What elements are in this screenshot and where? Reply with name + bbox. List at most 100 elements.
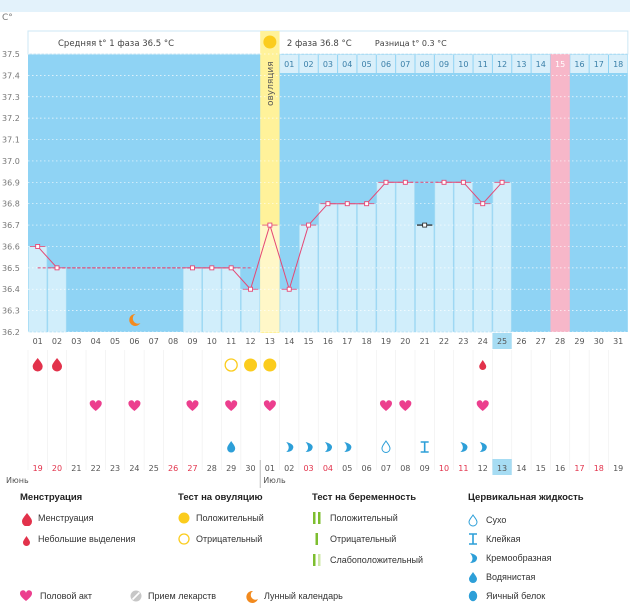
heart-icon [186, 400, 199, 411]
calendar-day-label: 12 [478, 464, 488, 473]
creamy-icon [324, 442, 333, 452]
calendar-day-label: 10 [439, 464, 449, 473]
ovulation-sun-icon [263, 35, 277, 49]
legend-egg-white-label: Яичный белок [486, 591, 546, 601]
cycle-day-label: 12 [245, 337, 255, 346]
temperature-bar [395, 182, 415, 333]
today-cell [492, 333, 512, 349]
pill-icon [130, 590, 142, 602]
cycle-day-label: 05 [110, 337, 120, 346]
calendar-day-label: 02 [284, 464, 294, 473]
legend-pregnancy-positive-label: Положительный [330, 513, 398, 523]
temperature-bar [434, 182, 454, 333]
dpo-label: 02 [303, 60, 313, 69]
y-tick-label: 37.0 [2, 157, 20, 166]
dpo-cell [589, 55, 608, 73]
egg-white-icon [468, 590, 478, 602]
legend-dry-label: Сухо [486, 515, 507, 525]
header-strip [27, 30, 629, 55]
calendar-day-label: 19 [33, 464, 43, 473]
creamy-icon [470, 553, 478, 563]
calendar-day-label: 06 [362, 464, 372, 473]
legend-watery-label: Водянистая [486, 572, 536, 582]
y-tick-label: 36.2 [2, 328, 20, 337]
temperature-point [460, 179, 466, 185]
cycle-day-label: 29 [574, 337, 584, 346]
dpo-cell [531, 55, 550, 73]
y-tick-label: 36.5 [2, 264, 20, 273]
creamy-icon [460, 442, 468, 452]
watery-icon [227, 441, 236, 453]
dpo-cell [570, 55, 589, 73]
temperature-line-segment [250, 224, 271, 290]
temperature-bar [453, 182, 473, 333]
cycle-day-label: 01 [33, 337, 43, 346]
month-label-june: Июнь [6, 476, 29, 485]
y-tick-label: 36.6 [2, 242, 20, 251]
temperature-point [267, 222, 273, 228]
legend-lunar-label: Лунный календарь [264, 591, 343, 601]
dpo-label: 17 [594, 60, 604, 69]
phase1-label: Средняя t° 1 фаза 36.5 °C [58, 39, 174, 49]
heart-icon [20, 590, 33, 601]
cycle-day-label: 23 [458, 337, 468, 346]
dpo-label: 10 [458, 60, 468, 69]
dpo-label: 16 [574, 60, 584, 69]
y-tick-label: 37.4 [2, 71, 20, 80]
legend-pregnancy-test-title: Тест на беременность [312, 492, 417, 503]
temperature-line-segment [482, 181, 503, 205]
spotting-icon [23, 536, 30, 546]
y-tick-label: 36.7 [2, 221, 20, 230]
creamy-icon [286, 442, 294, 452]
legend-menstruation-label: Менструация [38, 513, 94, 523]
calendar-day-label: 13 [497, 464, 507, 473]
heart-icon [379, 400, 392, 411]
cycle-day-label: 27 [536, 337, 546, 346]
dpo-cell [473, 55, 492, 73]
temperature-point [499, 179, 505, 185]
y-tick-label: 36.9 [2, 178, 20, 187]
temperature-line-segment [308, 203, 329, 226]
dpo-label: 09 [439, 60, 449, 69]
y-tick-label: 37.2 [2, 114, 20, 123]
temperature-point [422, 222, 428, 228]
temperature-bar [318, 203, 338, 333]
spotting-icon [479, 360, 487, 370]
y-tick-label: 37.3 [2, 93, 20, 102]
temperature-point [190, 265, 195, 271]
y-tick-label: 36.4 [2, 285, 20, 294]
temperature-point [344, 201, 350, 207]
dpo-label: 11 [478, 60, 488, 69]
dpo-cell [550, 55, 570, 73]
cycle-day-label: 06 [129, 337, 139, 346]
temperature-point [306, 222, 312, 228]
temperature-point [228, 265, 234, 271]
cycle-day-label: 10 [207, 337, 217, 346]
menstruation-icon [22, 513, 32, 526]
temperature-point [248, 286, 253, 292]
temperature-line-segment [366, 181, 387, 205]
heart-icon [128, 400, 141, 411]
calendar-day-label: 07 [381, 464, 391, 473]
cycle-day-label: 30 [594, 337, 604, 346]
ovulation-positive-icon [244, 358, 258, 372]
ovulation-vertical-label: овуляция [266, 61, 276, 106]
temperature-bar [415, 224, 435, 333]
temperature-bar [492, 182, 512, 333]
dpo-label: 18 [613, 60, 623, 69]
y-unit-label: C° [2, 13, 13, 23]
moon-icon [246, 590, 258, 603]
dry-icon [468, 514, 478, 527]
dpo-cell [338, 55, 357, 73]
top-strip [0, 0, 630, 12]
temperature-point [35, 244, 41, 249]
legend-spotting-label: Небольшие выделения [38, 534, 136, 544]
dpo-cell [396, 55, 415, 73]
legend-cervical-title: Цервикальная жидкость [468, 492, 584, 503]
dpo-label: 13 [516, 60, 526, 69]
dpo-cell [454, 55, 473, 73]
temperature-point [441, 179, 447, 185]
ovulation-negative-icon [178, 533, 190, 545]
cycle-day-label: 08 [168, 337, 178, 346]
dpo-cell [492, 55, 512, 73]
